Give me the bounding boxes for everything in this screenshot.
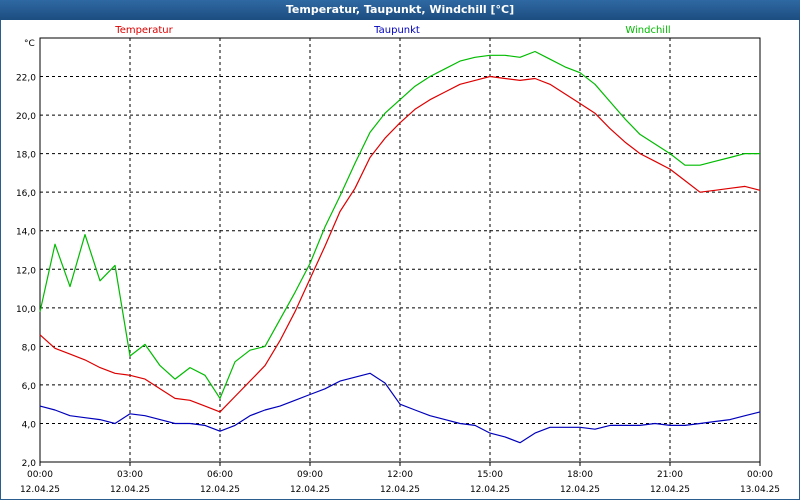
series-lines [39,50,761,444]
x-tick-date: 12.04.25 [290,485,330,495]
y-tick-label: 14,0 [16,228,36,238]
x-tick-time: 18:00 [567,470,593,480]
x-tick-time: 00:00 [27,470,53,480]
x-tick-time: 03:00 [117,470,143,480]
legend-temperatur: Temperatur [114,25,173,36]
x-tick-date: 12.04.25 [200,485,240,495]
y-axis-ticks: 2,0 4,0 6,0 8,0 10,0 12,0 14,0 16,0 18,0 20,0 22,0 [16,74,36,469]
x-tick-time: 12:00 [387,470,413,480]
x-tick-date: 13.04.25 [740,485,780,495]
window-title: Temperatur, Taupunkt, Windchill [°C] [0,0,800,20]
y-tick-label: 8,0 [22,343,37,353]
y-tick-label: 4,0 [22,420,37,430]
y-tick-label: 22,0 [16,74,36,84]
y-tick-label: 20,0 [16,112,36,122]
x-tick-date: 12.04.25 [380,485,420,495]
legend-taupunkt: Taupunkt [373,25,420,36]
x-tick-time: 06:00 [207,470,233,480]
y-tick-label: 6,0 [22,382,37,392]
y-unit-label: °C [24,39,35,49]
y-tick-label: 2,0 [22,459,37,469]
x-tick-time: 00:00 [747,470,773,480]
x-tick-date: 12.04.25 [650,485,690,495]
x-axis-ticks: 00:00 12.04.25 03:00 12.04.25 06:00 12.04.25 0… [20,462,780,495]
x-tick-time: 21:00 [657,470,683,480]
x-tick-date: 12.04.25 [560,485,600,495]
y-tick-label: 18,0 [16,151,36,161]
series-line-temperatur [39,75,761,413]
y-tick-label: 12,0 [16,266,36,276]
y-tick-label: 10,0 [16,305,36,315]
x-tick-date: 12.04.25 [110,485,150,495]
x-tick-date: 12.04.25 [470,485,510,495]
x-tick-time: 09:00 [297,470,323,480]
y-tick-label: 16,0 [16,189,36,199]
x-tick-date: 12.04.25 [20,485,60,495]
series-line-windchill [39,50,760,399]
legend-windchill: Windchill [625,25,670,36]
x-tick-time: 15:00 [477,470,503,480]
series-line-taupunkt [39,372,761,444]
